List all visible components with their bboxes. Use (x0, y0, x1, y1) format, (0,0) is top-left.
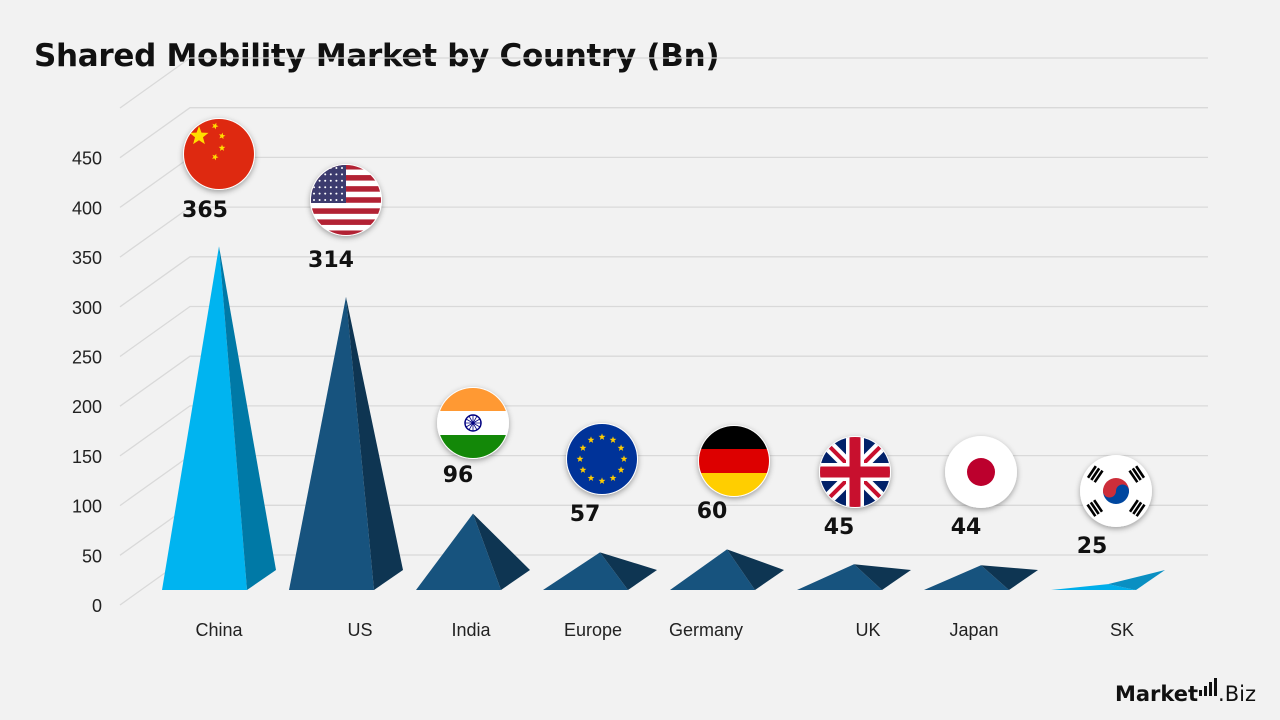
uk-flag-icon (819, 436, 891, 508)
value-label: 44 (951, 515, 982, 540)
gridline (119, 554, 1208, 606)
value-labels: 365 314 96 57 60 45 44 25 (182, 198, 1107, 559)
gridline (119, 156, 1208, 208)
gridline (119, 504, 1208, 556)
japan-flag-icon (945, 436, 1017, 508)
y-tick-label: 50 (82, 546, 102, 566)
gridline (119, 57, 1208, 109)
bar-side-face (854, 564, 911, 590)
germany-flag-icon (698, 425, 770, 497)
y-tick-label: 150 (72, 447, 102, 467)
x-tick-label: US (347, 620, 372, 640)
bar-germany (670, 549, 784, 590)
x-tick-label: SK (1110, 620, 1134, 640)
value-label: 314 (308, 248, 354, 273)
x-axis: China US India Europe Germany UK Japan SK (195, 620, 1134, 640)
bar-side-face (473, 513, 530, 590)
value-label: 45 (824, 515, 855, 540)
bar-side-face (219, 246, 276, 590)
bar-front-face (670, 549, 755, 590)
bar-front-face (797, 564, 882, 590)
gridlines (119, 57, 1208, 606)
brand-name-bold: Market (1114, 682, 1199, 706)
x-tick-label: UK (855, 620, 880, 640)
bar-side-face (600, 552, 657, 590)
x-tick-label: China (195, 620, 243, 640)
eu-flag-icon (566, 423, 638, 495)
y-tick-label: 350 (72, 248, 102, 268)
bar-front-face (162, 246, 247, 590)
value-label: 57 (570, 502, 601, 527)
bar-front-face (924, 565, 1009, 590)
south-korea-flag-icon (1080, 455, 1152, 527)
bar-side-face (346, 296, 403, 590)
bar-front-face (543, 552, 628, 590)
bar-front-face (416, 513, 501, 590)
bar-india (416, 513, 530, 590)
bar-sk (1051, 570, 1165, 590)
y-tick-label: 250 (72, 348, 102, 368)
india-flag-icon (437, 387, 509, 459)
gridline (119, 405, 1208, 457)
bar-side-face (981, 565, 1038, 590)
value-label: 60 (697, 499, 728, 524)
bar-china (162, 246, 276, 590)
gridline (119, 355, 1208, 407)
chart-title: Shared Mobility Market by Country (Bn) (34, 38, 720, 74)
bar-uk (797, 564, 911, 590)
value-label: 96 (443, 463, 474, 488)
bar-us (289, 296, 403, 590)
gridline (119, 305, 1208, 358)
y-tick-label: 100 (72, 497, 102, 517)
bars (162, 246, 1165, 590)
y-axis: 0 50 100 150 200 250 300 350 400 450 (72, 149, 102, 616)
y-tick-label: 0 (92, 596, 102, 616)
us-flag-icon (310, 164, 382, 236)
gridline (119, 454, 1208, 507)
brand-name-rest: .Biz (1218, 682, 1256, 706)
bar-side-face (727, 549, 784, 590)
value-label: 365 (182, 198, 228, 223)
gridline (119, 256, 1208, 308)
china-flag-icon (183, 118, 255, 190)
y-tick-label: 200 (72, 397, 102, 417)
bar-front-face (289, 296, 374, 590)
gridline (119, 107, 1208, 159)
y-tick-label: 450 (72, 149, 102, 169)
brand-logo: Market .Biz (1115, 678, 1256, 706)
x-tick-label: Japan (949, 620, 998, 640)
value-label: 25 (1077, 534, 1108, 559)
bar-europe (543, 552, 657, 590)
x-tick-label: Europe (564, 620, 622, 640)
gridline (119, 206, 1208, 258)
bar-front-face (1051, 584, 1136, 590)
bar-japan (924, 565, 1038, 590)
y-tick-label: 400 (72, 198, 102, 218)
brand-bars-icon (1199, 678, 1218, 696)
y-tick-label: 300 (72, 298, 102, 318)
x-tick-label: India (451, 620, 491, 640)
bar-side-face (1108, 570, 1165, 590)
flags (183, 118, 1152, 527)
x-tick-label: Germany (669, 620, 743, 640)
